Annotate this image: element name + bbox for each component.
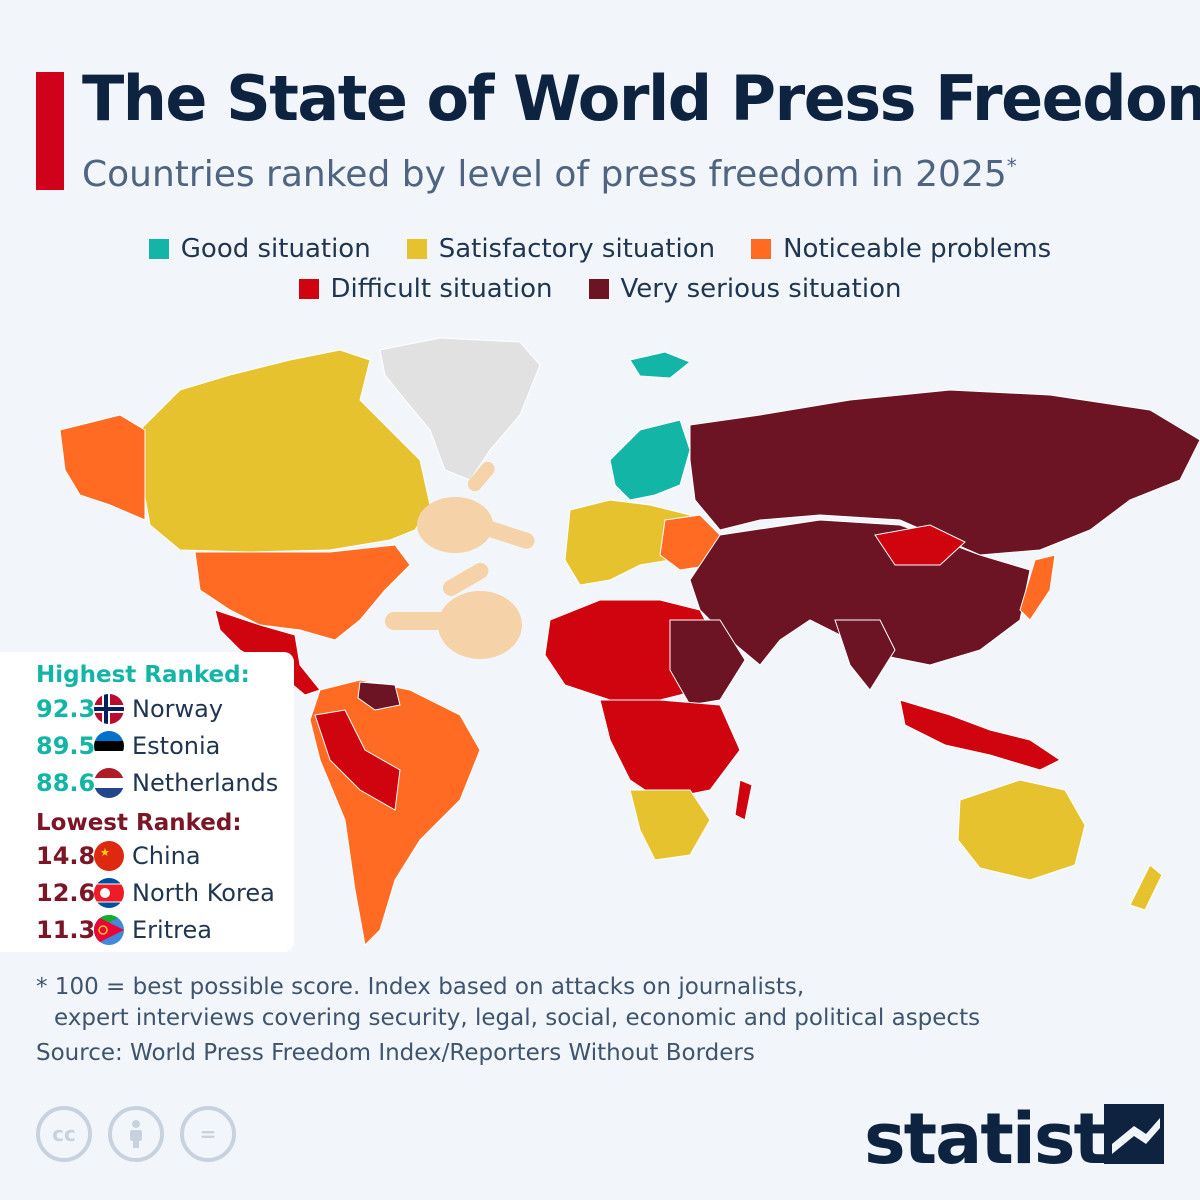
lowest-ranked-heading: Lowest Ranked: bbox=[36, 810, 242, 836]
region-east-africa bbox=[669, 619, 746, 706]
region-madagascar bbox=[734, 779, 753, 821]
region-russia bbox=[689, 389, 1200, 556]
legend-item-good: Good situation bbox=[148, 234, 371, 264]
lowest-country-3: Eritrea bbox=[132, 916, 212, 944]
eritrea-flag-icon bbox=[94, 915, 124, 945]
lowest-country-1: China bbox=[132, 842, 201, 870]
region-venezuela bbox=[357, 681, 401, 711]
region-canada bbox=[139, 349, 431, 553]
highest-score-3: 88.6 bbox=[36, 769, 96, 797]
rankings-panel: Highest Ranked: 92.3 Norway 89.5 Estonia… bbox=[0, 652, 294, 952]
legend-item-satisfactory: Satisfactory situation bbox=[406, 234, 716, 264]
subtitle-text: Countries ranked by level of press freed… bbox=[82, 154, 1007, 195]
page-title: The State of World Press Freedom bbox=[82, 62, 1200, 135]
region-australia bbox=[957, 779, 1086, 881]
estonia-flag-icon bbox=[94, 731, 124, 761]
legend-label-very-serious: Very serious situation bbox=[620, 274, 902, 304]
footnote-line-1: * 100 = best possible score. Index based… bbox=[36, 974, 805, 1000]
lowest-score-1: 14.8 bbox=[36, 842, 96, 870]
legend-swatch-good bbox=[148, 239, 169, 259]
lowest-score-3: 11.3 bbox=[36, 916, 96, 944]
region-greenland bbox=[379, 337, 541, 481]
title-accent-bar bbox=[36, 72, 64, 190]
pointing-hand-right-icon bbox=[417, 461, 535, 553]
pointing-hand-left-icon bbox=[385, 562, 522, 659]
highest-score-2: 89.5 bbox=[36, 732, 96, 760]
subtitle-footnote-marker: * bbox=[1006, 154, 1017, 178]
region-iceland bbox=[629, 351, 691, 379]
legend-row-2: Difficult situation Very serious situati… bbox=[0, 274, 1200, 304]
region-andes bbox=[314, 709, 401, 811]
lowest-row-1: 14.8 ★ China bbox=[36, 841, 201, 871]
netherlands-flag-icon bbox=[94, 768, 124, 798]
region-central-africa bbox=[599, 699, 741, 801]
highest-country-1: Norway bbox=[132, 695, 224, 723]
legend-label-noticeable: Noticeable problems bbox=[783, 234, 1052, 264]
svg-text:★: ★ bbox=[100, 846, 110, 859]
region-southern-africa bbox=[629, 789, 711, 861]
statista-logo-mark-icon bbox=[1104, 1104, 1164, 1164]
footnote-line-2: expert interviews covering security, leg… bbox=[54, 1005, 981, 1031]
legend-item-difficult: Difficult situation bbox=[298, 274, 553, 304]
world-map bbox=[59, 337, 1200, 947]
region-new-zealand bbox=[1129, 864, 1163, 911]
legend-swatch-very-serious bbox=[588, 279, 609, 299]
legend-label-satisfactory: Satisfactory situation bbox=[438, 234, 716, 264]
legend-item-very-serious: Very serious situation bbox=[588, 274, 902, 304]
legend-swatch-noticeable bbox=[751, 239, 772, 259]
legend-swatch-satisfactory bbox=[406, 239, 427, 259]
legend-swatch-difficult bbox=[298, 279, 319, 299]
highest-country-3: Netherlands bbox=[132, 769, 279, 797]
lowest-row-3: 11.3 Eritrea bbox=[36, 915, 212, 945]
region-india bbox=[834, 619, 896, 691]
legend-item-noticeable: Noticeable problems bbox=[751, 234, 1051, 264]
region-japan bbox=[1019, 554, 1056, 621]
highest-row-2: 89.5 Estonia bbox=[36, 731, 220, 761]
legend-label-difficult: Difficult situation bbox=[330, 274, 553, 304]
lowest-row-2: 12.6 North Korea bbox=[36, 878, 275, 908]
highest-country-2: Estonia bbox=[132, 732, 221, 760]
highest-row-3: 88.6 Netherlands bbox=[36, 768, 278, 798]
highest-score-1: 92.3 bbox=[36, 695, 96, 723]
region-southeast-asia bbox=[899, 699, 1061, 771]
legend-row-1: Good situation Satisfactory situation No… bbox=[0, 234, 1200, 264]
footnote: * 100 = best possible score. Index based… bbox=[36, 972, 980, 1034]
norway-flag-icon bbox=[94, 694, 124, 724]
attribution-icon[interactable] bbox=[108, 1106, 164, 1162]
cc-icon[interactable]: cc bbox=[36, 1106, 92, 1162]
region-united-states bbox=[194, 544, 411, 641]
china-flag-icon: ★ bbox=[94, 841, 124, 871]
source-note: Source: World Press Freedom Index/Report… bbox=[36, 1040, 755, 1066]
region-alaska bbox=[59, 414, 146, 521]
no-derivatives-icon[interactable]: = bbox=[180, 1106, 236, 1162]
region-scandinavia bbox=[609, 419, 691, 501]
legend-label-good: Good situation bbox=[180, 234, 371, 264]
lowest-score-2: 12.6 bbox=[36, 879, 96, 907]
lowest-country-2: North Korea bbox=[132, 879, 275, 907]
highest-ranked-heading: Highest Ranked: bbox=[36, 662, 250, 688]
north-korea-flag-icon bbox=[94, 878, 124, 908]
page-subtitle: Countries ranked by level of press freed… bbox=[82, 154, 1017, 195]
region-mongolia bbox=[874, 524, 966, 566]
highest-row-1: 92.3 Norway bbox=[36, 694, 223, 724]
